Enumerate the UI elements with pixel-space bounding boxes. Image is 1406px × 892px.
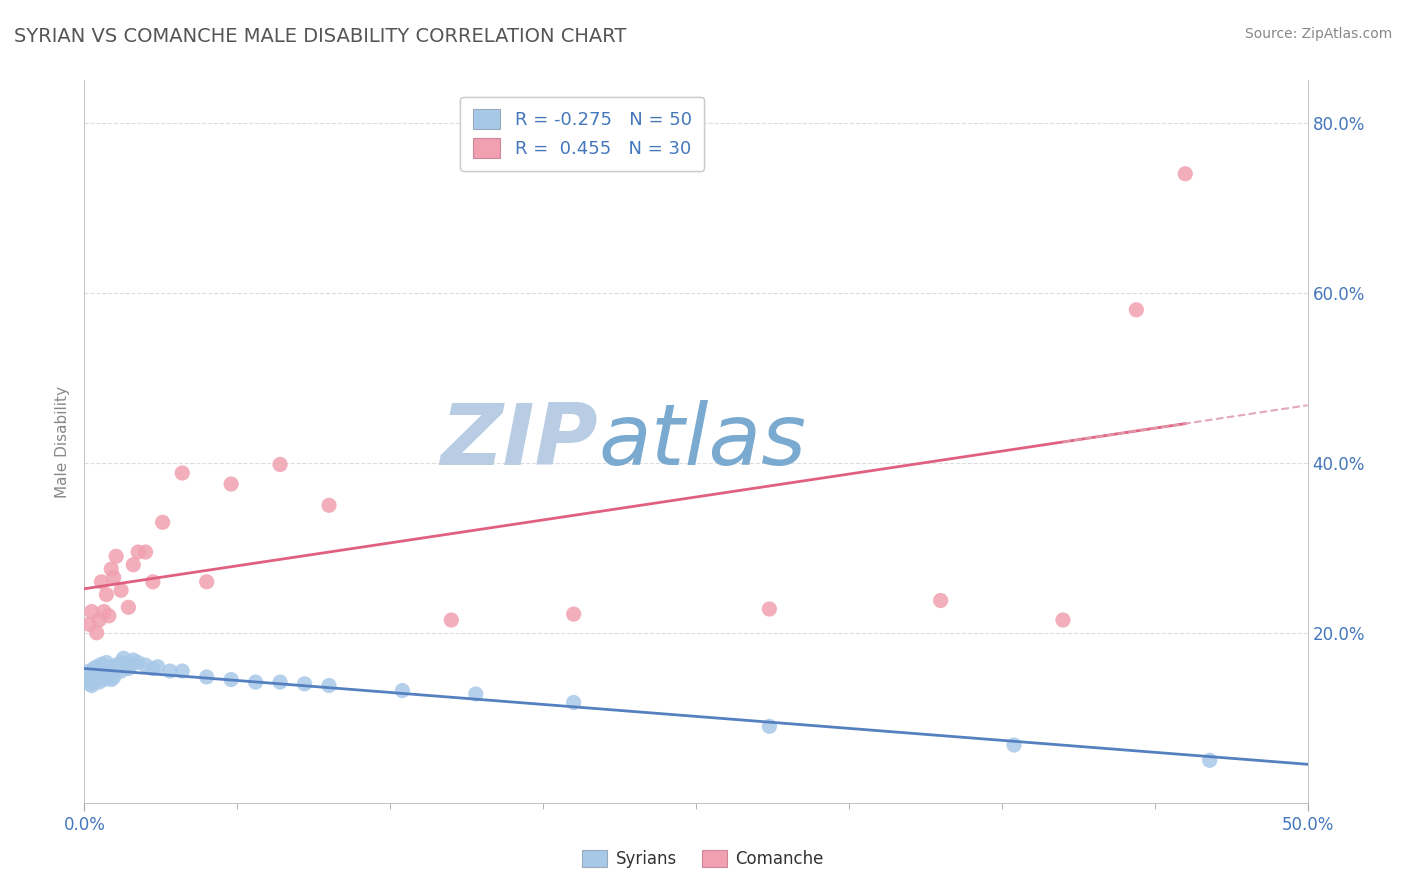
Point bbox=[87, 613, 110, 627]
Point bbox=[103, 570, 125, 584]
Point bbox=[93, 673, 115, 687]
Point bbox=[1125, 302, 1147, 317]
Point bbox=[96, 588, 118, 602]
Point bbox=[96, 666, 118, 681]
Text: Source: ZipAtlas.com: Source: ZipAtlas.com bbox=[1244, 27, 1392, 41]
Point bbox=[77, 664, 100, 678]
Point bbox=[142, 574, 165, 589]
Point bbox=[80, 678, 103, 692]
Point bbox=[87, 675, 110, 690]
Text: SYRIAN VS COMANCHE MALE DISABILITY CORRELATION CHART: SYRIAN VS COMANCHE MALE DISABILITY CORRE… bbox=[14, 27, 627, 45]
Point bbox=[112, 651, 135, 665]
Point bbox=[97, 664, 120, 678]
Point bbox=[929, 593, 952, 607]
Point bbox=[195, 574, 218, 589]
Point bbox=[86, 660, 108, 674]
Legend: Syrians, Comanche: Syrians, Comanche bbox=[575, 843, 831, 875]
Point bbox=[245, 675, 267, 690]
Y-axis label: Male Disability: Male Disability bbox=[55, 385, 70, 498]
Point bbox=[103, 664, 125, 678]
Point bbox=[440, 613, 463, 627]
Point bbox=[93, 668, 115, 682]
Point bbox=[195, 670, 218, 684]
Point bbox=[1174, 167, 1197, 181]
Point bbox=[77, 617, 100, 632]
Point bbox=[152, 516, 174, 530]
Point bbox=[110, 583, 132, 598]
Point bbox=[391, 683, 413, 698]
Point bbox=[110, 656, 132, 670]
Legend: R = -0.275   N = 50, R =  0.455   N = 30: R = -0.275 N = 50, R = 0.455 N = 30 bbox=[460, 96, 704, 170]
Point bbox=[86, 673, 108, 687]
Point bbox=[172, 664, 194, 678]
Point bbox=[97, 608, 120, 623]
Point bbox=[172, 466, 194, 480]
Point bbox=[83, 674, 105, 689]
Point bbox=[135, 545, 157, 559]
Point bbox=[464, 687, 486, 701]
Point bbox=[294, 677, 316, 691]
Point bbox=[97, 670, 120, 684]
Point bbox=[318, 678, 340, 692]
Point bbox=[318, 498, 340, 512]
Point bbox=[80, 605, 103, 619]
Point bbox=[1198, 753, 1220, 767]
Point bbox=[269, 675, 291, 690]
Point bbox=[758, 719, 780, 733]
Point bbox=[219, 673, 242, 687]
Point bbox=[105, 658, 128, 673]
Point bbox=[93, 605, 115, 619]
Point bbox=[117, 600, 139, 615]
Point bbox=[80, 666, 103, 681]
Point bbox=[562, 607, 585, 621]
Point bbox=[87, 662, 110, 676]
Point bbox=[758, 602, 780, 616]
Point bbox=[562, 696, 585, 710]
Point bbox=[120, 658, 142, 673]
Point bbox=[96, 656, 118, 670]
Point bbox=[90, 657, 112, 672]
Point bbox=[105, 549, 128, 564]
Point bbox=[219, 477, 242, 491]
Point bbox=[103, 670, 125, 684]
Point bbox=[122, 558, 145, 572]
Point bbox=[107, 661, 129, 675]
Point bbox=[142, 661, 165, 675]
Point bbox=[90, 670, 112, 684]
Point bbox=[127, 656, 149, 670]
Point bbox=[77, 677, 100, 691]
Point bbox=[135, 658, 157, 673]
Point bbox=[100, 673, 122, 687]
Point bbox=[1002, 738, 1025, 752]
Point bbox=[115, 660, 138, 674]
Text: ZIP: ZIP bbox=[440, 400, 598, 483]
Point bbox=[1052, 613, 1074, 627]
Point bbox=[159, 664, 181, 678]
Point bbox=[86, 625, 108, 640]
Point bbox=[127, 545, 149, 559]
Point bbox=[269, 458, 291, 472]
Point bbox=[122, 653, 145, 667]
Point bbox=[100, 562, 122, 576]
Text: atlas: atlas bbox=[598, 400, 806, 483]
Point bbox=[100, 660, 122, 674]
Point bbox=[90, 574, 112, 589]
Point bbox=[146, 660, 169, 674]
Point bbox=[83, 661, 105, 675]
Point bbox=[117, 661, 139, 675]
Point bbox=[110, 664, 132, 678]
Point bbox=[76, 670, 98, 684]
